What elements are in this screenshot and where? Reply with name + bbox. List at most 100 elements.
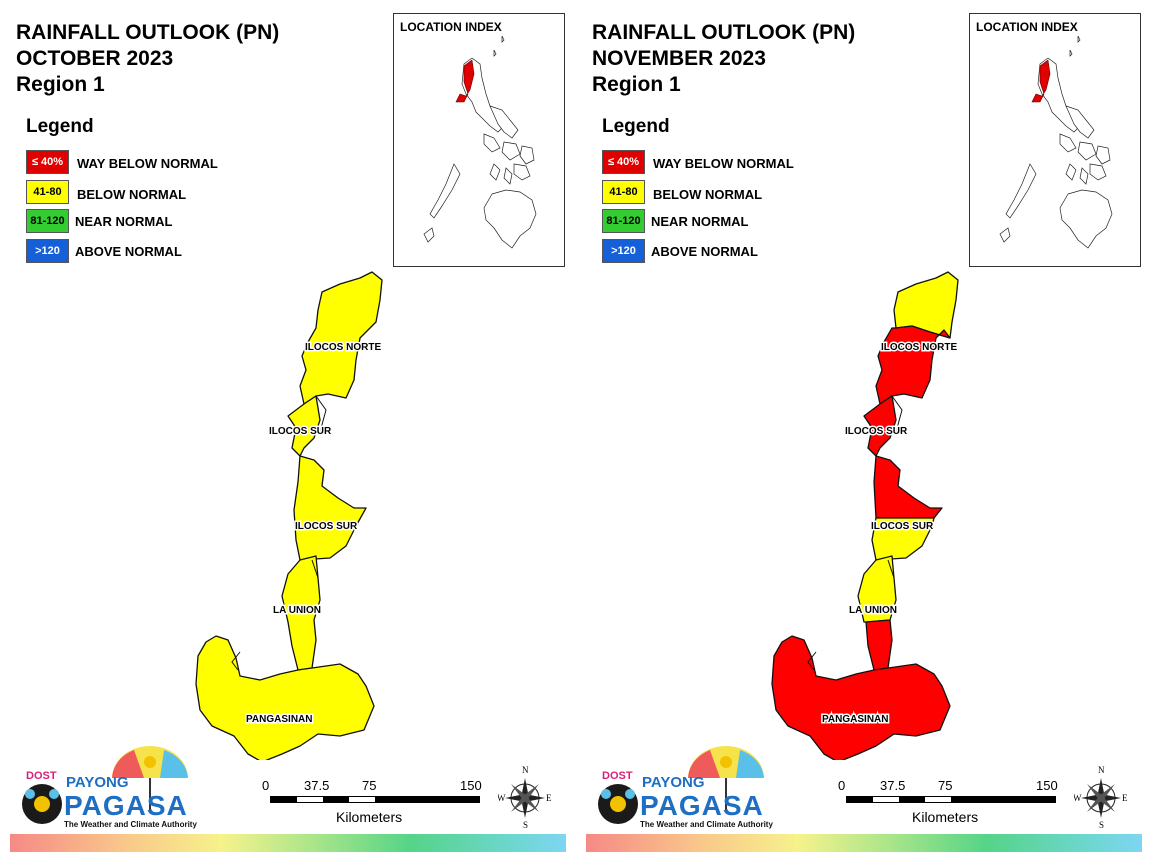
- scale-tick: 75: [938, 778, 953, 793]
- compass-rose-icon: N S E W: [1073, 764, 1128, 830]
- legend-item-below: 41-80 BELOW NORMAL: [602, 180, 762, 204]
- label-ilocos-sur-2: ILOCOS SUR: [871, 521, 934, 532]
- logo-pagasa: PAGASA: [640, 790, 764, 821]
- ilocos-norte-shape: [299, 271, 383, 405]
- legend-label: ABOVE NORMAL: [651, 243, 758, 259]
- footer-gradient-bar: [10, 834, 566, 852]
- ilocos-sur-mid-shape: [873, 455, 943, 519]
- legend-item-near: 81-120 NEAR NORMAL: [602, 209, 749, 233]
- legend-item-below: 41-80 BELOW NORMAL: [26, 180, 186, 204]
- ilocos-sur-south-shape: [293, 455, 367, 561]
- logo-dost: DOST: [602, 770, 633, 782]
- legend-label: WAY BELOW NORMAL: [77, 155, 218, 171]
- outlook-panel-november: RAINFALL OUTLOOK (PN) NOVEMBER 2023 Regi…: [576, 0, 1152, 864]
- scale-tick: 0: [262, 778, 270, 793]
- ilocos-sur-north-shape: [287, 395, 321, 457]
- logo-payong: PAYONG: [642, 774, 705, 791]
- legend-item-way-below: ≤ 40% WAY BELOW NORMAL: [26, 150, 218, 174]
- scale-bar-segments: [270, 796, 480, 803]
- map-title: RAINFALL OUTLOOK (PN) OCTOBER 2023 Regio…: [16, 20, 279, 98]
- label-ilocos-norte: ILOCOS NORTE: [305, 342, 381, 353]
- title-line-3: Region 1: [592, 73, 681, 96]
- ilocos-sur-south-shape: [871, 517, 935, 561]
- pagasa-logo-graphic: [598, 746, 764, 824]
- legend-label: WAY BELOW NORMAL: [653, 155, 794, 171]
- legend-item-above: >120 ABOVE NORMAL: [602, 239, 758, 263]
- location-index-map: LOCATION INDEX: [393, 13, 565, 267]
- scale-tick: 150: [460, 778, 482, 793]
- label-ilocos-sur-1: ILOCOS SUR: [269, 426, 332, 437]
- logo-tagline: The Weather and Climate Authority: [64, 820, 197, 829]
- location-index-title: LOCATION INDEX: [976, 20, 1078, 34]
- legend-swatch: >120: [26, 239, 69, 263]
- compass-s: S: [1099, 820, 1104, 830]
- scale-bar: 0 37.5 75 150 Kilometers: [262, 778, 492, 828]
- legend-label: NEAR NORMAL: [651, 213, 749, 229]
- scale-unit: Kilometers: [336, 809, 403, 825]
- scale-bar: 0 37.5 75 150 Kilometers: [838, 778, 1068, 828]
- legend-label: NEAR NORMAL: [75, 213, 173, 229]
- label-ilocos-norte: ILOCOS NORTE: [881, 342, 957, 353]
- philippines-outline: [999, 35, 1113, 249]
- scale-tick: 75: [362, 778, 377, 793]
- pagasa-logo: DOST PAYONG PAGASA The Weather and Clima…: [14, 738, 197, 833]
- legend-label: BELOW NORMAL: [653, 186, 763, 202]
- compass-rose-icon: N S E W: [497, 764, 552, 830]
- legend-swatch: >120: [602, 239, 645, 263]
- label-pangasinan: PANGASINAN: [822, 714, 888, 725]
- label-pangasinan: PANGASINAN: [246, 714, 312, 725]
- label-la-union: LA UNION: [273, 605, 321, 616]
- title-line-1: RAINFALL OUTLOOK (PN): [16, 21, 280, 44]
- legend-label: BELOW NORMAL: [77, 186, 187, 202]
- scale-tick: 0: [838, 778, 846, 793]
- scale-tick: 150: [1036, 778, 1058, 793]
- compass-s: S: [523, 820, 528, 830]
- map-title: RAINFALL OUTLOOK (PN) NOVEMBER 2023 Regi…: [592, 20, 855, 98]
- legend-item-above: >120 ABOVE NORMAL: [26, 239, 182, 263]
- logo-dost: DOST: [26, 770, 57, 782]
- legend-swatch: 81-120: [26, 209, 69, 233]
- title-line-2: NOVEMBER 2023: [592, 47, 766, 70]
- scale-bar-segments: [846, 796, 1056, 803]
- ilocos-norte-south-shape: [875, 325, 951, 405]
- location-index-title: LOCATION INDEX: [400, 20, 502, 34]
- scale-tick: 37.5: [304, 778, 330, 793]
- legend-label: ABOVE NORMAL: [75, 243, 182, 259]
- region1-map: ILOCOS NORTE ILOCOS SUR ILOCOS SUR LA UN…: [195, 271, 383, 760]
- legend-item-near: 81-120 NEAR NORMAL: [26, 209, 173, 233]
- legend-item-way-below: ≤ 40% WAY BELOW NORMAL: [602, 150, 794, 174]
- philippines-outline: [423, 35, 537, 249]
- footer-gradient-bar: [586, 834, 1142, 852]
- legend-swatch: ≤ 40%: [602, 150, 645, 174]
- logo-payong: PAYONG: [66, 774, 129, 791]
- pangasinan-shape: [771, 635, 951, 760]
- title-line-3: Region 1: [16, 73, 105, 96]
- compass-n: N: [522, 765, 529, 775]
- legend-title: Legend: [602, 116, 670, 137]
- compass-w: W: [1074, 793, 1082, 803]
- compass-e: E: [1122, 793, 1128, 803]
- compass-e: E: [546, 793, 552, 803]
- ilocos-sur-north-shape: [863, 395, 897, 457]
- compass-w: W: [498, 793, 506, 803]
- title-line-2: OCTOBER 2023: [16, 47, 174, 70]
- outlook-panel-october: RAINFALL OUTLOOK (PN) OCTOBER 2023 Regio…: [10, 13, 566, 852]
- scale-unit: Kilometers: [912, 809, 979, 825]
- label-ilocos-sur-2: ILOCOS SUR: [295, 521, 358, 532]
- region1-map: ILOCOS NORTE ILOCOS SUR ILOCOS SUR LA UN…: [771, 271, 959, 760]
- legend-swatch: 81-120: [602, 209, 645, 233]
- pangasinan-shape: [195, 635, 375, 760]
- label-la-union: LA UNION: [849, 605, 897, 616]
- legend-swatch: ≤ 40%: [26, 150, 69, 174]
- pagasa-logo-graphic: [22, 746, 188, 824]
- la-union-south-shape: [865, 619, 893, 671]
- pagasa-logo: DOST PAYONG PAGASA The Weather and Clima…: [590, 738, 773, 833]
- label-ilocos-sur-1: ILOCOS SUR: [845, 426, 908, 437]
- legend-swatch: 41-80: [26, 180, 69, 204]
- legend-swatch: 41-80: [602, 180, 645, 204]
- scale-tick: 37.5: [880, 778, 906, 793]
- legend-title: Legend: [26, 116, 94, 137]
- compass-n: N: [1098, 765, 1105, 775]
- title-line-1: RAINFALL OUTLOOK (PN): [592, 21, 856, 44]
- location-index-map: LOCATION INDEX: [969, 13, 1141, 267]
